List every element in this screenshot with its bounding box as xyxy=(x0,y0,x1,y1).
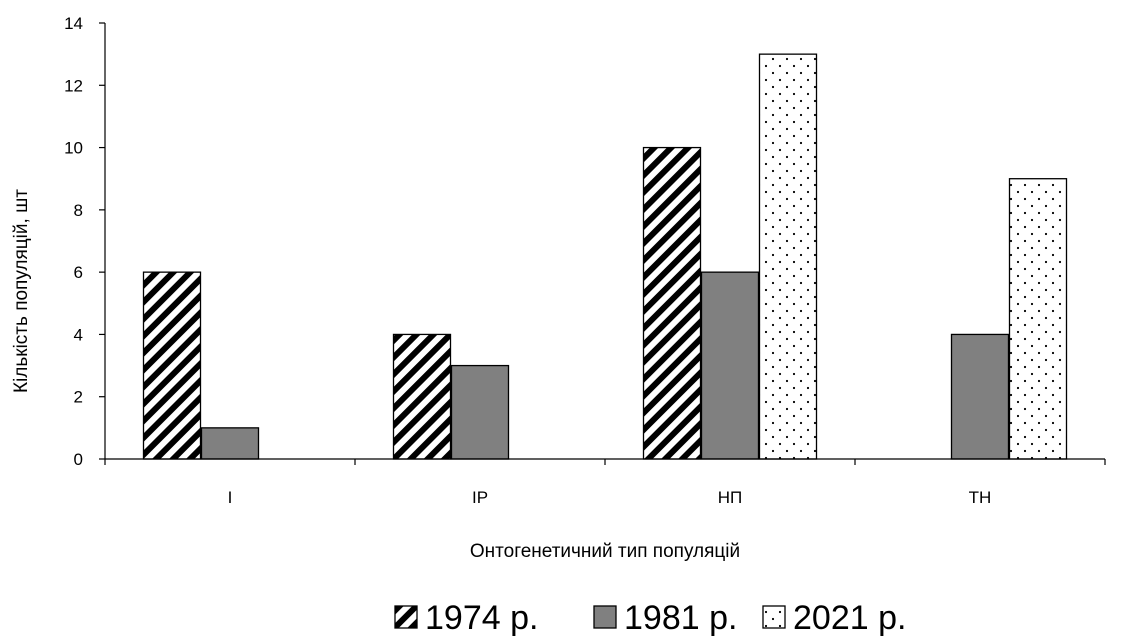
bar xyxy=(142,271,202,460)
x-axis-title: Онтогенетичний тип популяцій xyxy=(470,541,740,562)
bar xyxy=(392,333,452,460)
y-tick-label: 2 xyxy=(74,388,83,407)
legend-label: 1981 р. xyxy=(624,599,737,637)
legend-label: 2021 р. xyxy=(793,599,906,637)
legend-swatch xyxy=(593,605,617,629)
y-axis: 0 2 4 6 8 10 12 14 xyxy=(64,14,106,469)
x-tick-label: ТН xyxy=(969,488,992,507)
x-tick-label: НП xyxy=(718,488,743,507)
y-tick-label: 4 xyxy=(74,325,83,344)
legend-swatch xyxy=(762,605,786,629)
legend: 1974 р. 1981 р. 2021 р. xyxy=(394,599,906,637)
y-tick-label: 8 xyxy=(74,201,83,220)
y-tick-label: 14 xyxy=(64,14,83,33)
bar xyxy=(758,53,818,460)
bar xyxy=(450,364,510,460)
bar xyxy=(200,427,260,460)
x-tick-label: IP xyxy=(472,488,488,507)
y-tick-label: 10 xyxy=(64,139,83,158)
bar xyxy=(950,333,1010,460)
legend-swatch xyxy=(394,605,418,629)
y-tick-label: 6 xyxy=(74,263,83,282)
y-tick-label: 12 xyxy=(64,76,83,95)
bar xyxy=(700,271,760,460)
legend-label: 1974 р. xyxy=(425,599,538,637)
y-axis-title: Кількість популяцій, шт xyxy=(11,189,32,393)
bars xyxy=(142,53,1068,460)
x-tick-label: I xyxy=(228,488,233,507)
y-tick-label: 0 xyxy=(74,450,83,469)
bar xyxy=(642,146,702,460)
x-axis: I IP НП ТН xyxy=(104,458,1106,507)
bar xyxy=(1008,178,1068,460)
